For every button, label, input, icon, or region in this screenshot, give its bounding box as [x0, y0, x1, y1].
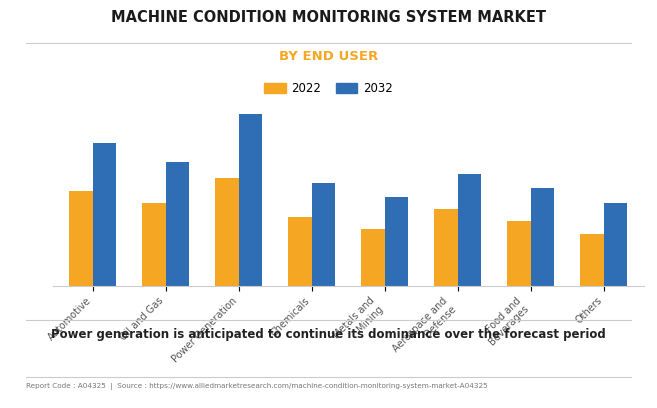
Bar [458, 174, 481, 286]
Bar [385, 197, 408, 286]
Bar [143, 204, 166, 286]
Bar [70, 191, 93, 286]
Bar [507, 221, 531, 286]
Bar [604, 204, 627, 286]
Bar [580, 234, 604, 286]
Text: Power generation is anticipated to continue its dominance over the forecast peri: Power generation is anticipated to conti… [51, 328, 606, 341]
Bar [238, 114, 262, 286]
Bar [288, 217, 311, 286]
Bar [166, 162, 189, 286]
Bar [434, 208, 458, 286]
Bar [93, 144, 116, 286]
Text: BY END USER: BY END USER [279, 50, 378, 63]
Text: Report Code : A04325  |  Source : https://www.alliedmarketresearch.com/machine-c: Report Code : A04325 | Source : https://… [26, 383, 488, 390]
Bar [215, 178, 238, 286]
Text: MACHINE CONDITION MONITORING SYSTEM MARKET: MACHINE CONDITION MONITORING SYSTEM MARK… [111, 10, 546, 25]
Bar [531, 188, 554, 286]
Legend: 2022, 2032: 2022, 2032 [260, 77, 397, 100]
Bar [311, 183, 335, 286]
Bar [361, 229, 385, 286]
